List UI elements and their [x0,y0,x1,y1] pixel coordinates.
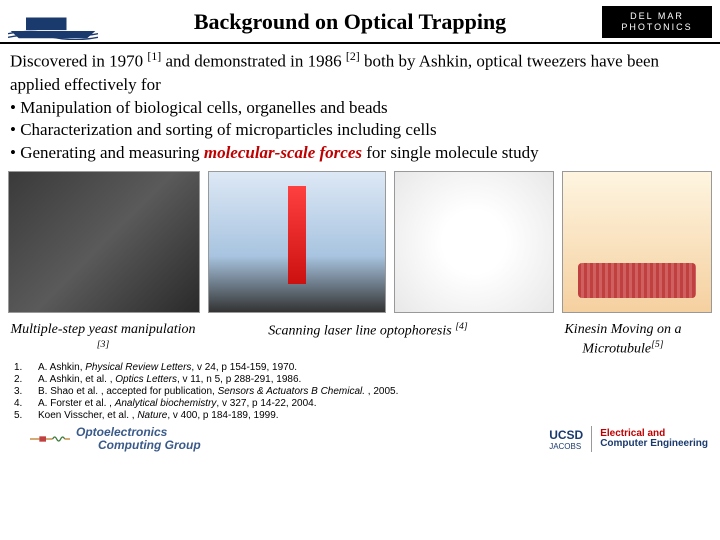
figure-trap-diagram [208,171,386,313]
cap-ref-3: [3] [97,339,110,350]
ref-row: 2.A. Ashkin, et al. , Optics Letters, v … [14,374,710,385]
ucsd-logo: UCSD JACOBS [549,428,583,451]
caption-3: Kinesin Moving on a Microtubule[5] [538,321,708,358]
circuit-icon [30,432,70,446]
slide-footer: Optoelectronics Computing Group UCSD JAC… [0,424,720,458]
references: 1.A. Ashkin, Physical Review Letters, v … [0,362,720,424]
bullet-3-em: molecular-scale forces [204,143,362,162]
ref-sup-1: [1] [147,49,161,63]
ref-row: 3.B. Shao et al. , accepted for publicat… [14,386,710,397]
divider [591,426,592,452]
ref-row: 1.A. Ashkin, Physical Review Letters, v … [14,362,710,373]
footer-right: UCSD JACOBS Electrical and Computer Engi… [549,426,708,452]
slide-header: Background on Optical Trapping DEL MAR P… [0,0,720,44]
figure-row [0,167,720,315]
bullet-1: • Manipulation of biological cells, orga… [10,98,388,117]
bullet-2: • Characterization and sorting of microp… [10,120,437,139]
cap-ref-4: [4] [455,321,468,332]
caption-2: Scanning laser line optophoresis [4] [198,321,538,358]
figure-yeast [8,171,200,313]
slide-title: Background on Optical Trapping [98,9,602,35]
intro-text: Discovered in 1970 [1] and demonstrated … [0,44,720,167]
delmar-logo: DEL MAR PHOTONICS [602,6,712,38]
ref-row: 5.Koen Visscher, et al. , Nature, v 400,… [14,410,710,421]
logo-line-1: DEL MAR [630,11,684,22]
intro-part-2: and demonstrated in 1986 [161,52,346,71]
ref-sup-2: [2] [346,49,360,63]
ship-logo [8,4,98,40]
figure-optophoresis [394,171,554,313]
intro-part-1: Discovered in 1970 [10,52,147,71]
ship-icon [8,4,98,40]
figure-kinesin [562,171,712,313]
logo-line-2: PHOTONICS [621,22,692,33]
bullet-3b: for single molecule study [362,143,539,162]
group-name: Optoelectronics Computing Group [76,426,201,452]
ece-logo: Electrical and Computer Engineering [600,429,708,450]
bullet-3a: • Generating and measuring [10,143,204,162]
footer-left: Optoelectronics Computing Group [30,426,201,452]
caption-row: Multiple-step yeast manipulation [3] Sca… [0,315,720,362]
caption-1: Multiple-step yeast manipulation [3] [8,321,198,358]
cap-ref-5: [5] [651,339,664,350]
ref-row: 4.A. Forster et al. , Analytical biochem… [14,398,710,409]
